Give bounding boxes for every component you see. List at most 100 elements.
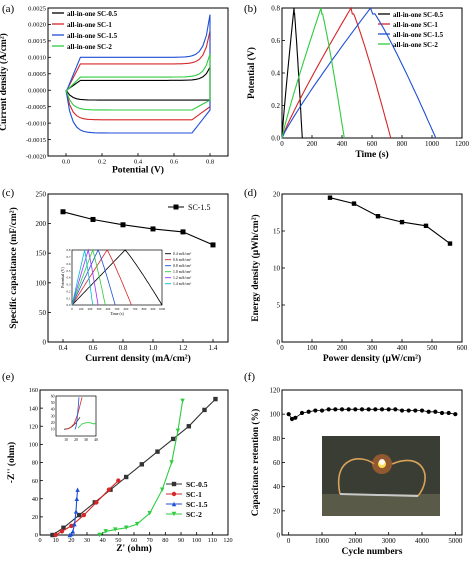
x-tick-label: 1000 [315, 537, 330, 545]
cv-series-all-in-one-sc-2 [65, 53, 211, 111]
inset-gcd-0-6-ma-cm [71, 249, 132, 306]
energy-point [447, 241, 453, 246]
x-tick-label: 0 [287, 537, 291, 545]
x-tick-label: 70 [147, 537, 153, 544]
x-tick-label: 0.4 [59, 344, 68, 352]
x-tick-label: 200 [307, 140, 318, 148]
y-tick-label: 10 [273, 264, 281, 272]
y-tick-label: 0 [35, 532, 38, 539]
nyquist-point-sc-0-5 [213, 396, 218, 402]
y-tick-label: -0.0005 [26, 104, 46, 111]
y-tick-label: 50 [39, 309, 47, 317]
legend-label: all-in-one SC-1 [67, 21, 112, 29]
x-axis-label: Z' (ohm) [116, 543, 152, 554]
nyquist-point-sc-2 [169, 460, 174, 465]
x-tick-label: 0 [280, 140, 284, 148]
retention-point [413, 408, 418, 413]
nyquist-line-sc-2 [99, 400, 184, 536]
inset-x-tick-label: 10 [64, 438, 68, 442]
nyquist-point-sc-0-5 [50, 532, 55, 538]
y-tick-label: 20 [32, 514, 38, 521]
inset-gcd-1-4-ma-cm [71, 249, 94, 306]
inset-x-tick-label: 500 [115, 307, 120, 311]
retention-point [426, 409, 431, 414]
nyquist-point-sc-1 [53, 532, 58, 538]
y-tick-label: 120 [270, 386, 281, 394]
inset-y-tick-label: 40 [51, 408, 55, 412]
x-axis-label: Time (s) [355, 149, 388, 160]
x-tick-label: 500 [427, 344, 438, 352]
x-tick-label: 80 [162, 537, 168, 544]
nyquist-point-sc-0-5 [61, 525, 66, 530]
nyquist-point-sc-0-5 [186, 424, 192, 429]
legend-label: all-in-one SC-1.5 [67, 32, 118, 40]
nyquist-point-sc-1-5 [69, 531, 74, 537]
x-tick-label: 90 [178, 537, 184, 544]
photo-wire [337, 458, 375, 495]
nyquist-point-sc-1 [59, 529, 65, 534]
x-tick-label: 4000 [415, 537, 430, 545]
x-tick-label: 5000 [448, 537, 463, 545]
y-tick-label: 0.0025 [28, 5, 46, 12]
capacitance-point [210, 242, 216, 248]
inset-y-tick-label: 0.4 [67, 276, 71, 280]
y-tick-label: 0.8 [271, 4, 280, 12]
photo-table [322, 494, 440, 516]
inset-legend-label: 0.4 mA/cm² [173, 252, 192, 256]
y-tick-label: 40 [273, 483, 281, 491]
y-tick-label: 60 [273, 459, 281, 467]
nyquist-point-sc-1-5 [74, 496, 80, 501]
capacitance-point [150, 226, 156, 232]
nyquist-point-sc-0-5 [170, 436, 176, 442]
retention-point [406, 408, 411, 413]
x-tick-label: 0.6 [170, 159, 179, 166]
inset-x-tick-label: 600 [124, 307, 129, 311]
x-tick-label: 0 [38, 537, 41, 544]
capacitance-point [180, 229, 186, 235]
x-axis-label: Current density (mA/cm²) [85, 353, 191, 364]
inset-x-label: Time (s) [110, 311, 124, 316]
legend-marker [171, 511, 177, 517]
y-axis-label: Energy density (μWh/cm²) [250, 214, 261, 321]
inset-legend-label: 0.6 mA/cm² [173, 258, 192, 262]
inset-y-label: Potential (V) [60, 266, 65, 287]
x-tick-label: 1000 [425, 140, 440, 148]
legend-label: all-in-one SC-1 [393, 21, 438, 29]
y-tick-label: 100 [36, 279, 47, 287]
energy-point [327, 195, 333, 200]
plot-frame [281, 193, 463, 343]
nyquist-point-sc-2 [134, 521, 140, 527]
inset-legend-label: 1.2 mA/cm² [173, 276, 192, 280]
inset-frame [71, 249, 163, 306]
y-tick-label: 0.0000 [28, 87, 46, 94]
x-tick-label: 800 [397, 140, 408, 148]
x-tick-label: 3000 [382, 537, 397, 545]
panel-f-chart: 0 1000 2000 3000 4000 5000 0 20 40 60 80 100 120 Cycl… [250, 386, 463, 557]
y-tick-label: 140 [29, 405, 38, 412]
y-axis-label: Current density (A/cm²) [0, 33, 9, 131]
inset-gcd-0-8-ma-cm [71, 249, 116, 306]
panel-a-chart: 0.0 0.2 0.4 0.6 0.8 -0.0020 -0.0015 -0.0010 -0.0… [0, 5, 229, 176]
x-tick-label: 600 [367, 140, 378, 148]
x-tick-label: 0.6 [89, 344, 98, 352]
photo-wire [391, 459, 426, 497]
y-tick-label: 200 [36, 220, 47, 228]
x-tick-label: 400 [337, 140, 348, 148]
retention-point [319, 408, 325, 413]
photo-led-core [379, 459, 385, 465]
inset-legend-label: 1.0 mA/cm² [173, 270, 192, 274]
y-tick-label: 0 [43, 338, 47, 346]
x-tick-label: 0.2 [98, 159, 106, 166]
y-tick-label: 250 [36, 190, 47, 198]
energy-line [329, 197, 451, 245]
y-tick-label: 100 [29, 442, 38, 449]
panel-label-e: (e) [2, 371, 15, 383]
y-tick-label: 0 [277, 338, 281, 346]
x-tick-label: 30 [84, 537, 90, 544]
retention-point [386, 407, 391, 412]
inset-nyquist-curve [77, 422, 97, 429]
y-tick-label: 60 [32, 478, 38, 485]
retention-point [446, 410, 451, 416]
x-tick-label: 1200 [455, 140, 470, 148]
energy-point [375, 214, 381, 219]
